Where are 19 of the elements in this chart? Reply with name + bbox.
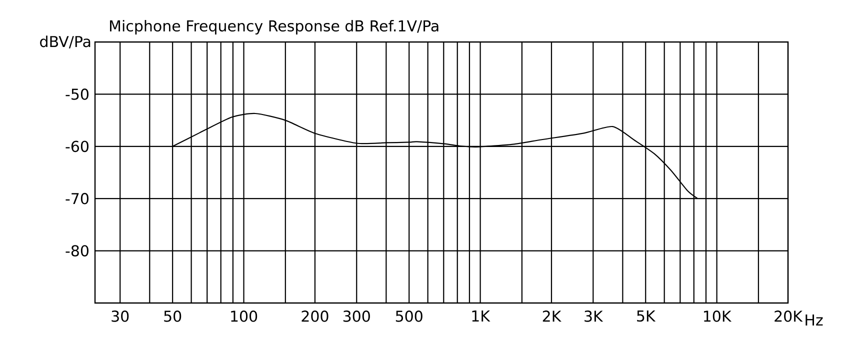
y-axis-title: dBV/Pa [40,36,90,48]
x-tick-label: 300 [343,310,370,322]
x-axis-title: Hz [806,314,823,326]
x-tick-label: 1K [472,310,490,322]
x-tick-label: 200 [302,310,328,322]
x-tick-label: 50 [164,310,182,322]
x-tick-label: 500 [396,310,422,322]
chart-title: Micphone Frequency Response dB Ref.1V/Pa [110,20,438,34]
x-tick-label: 10K [704,310,732,322]
y-tick-label: -50 [66,88,88,100]
x-tick-label: 2K [542,310,562,322]
x-tick-label: 20K [774,310,803,322]
y-tick-label: -60 [66,140,88,152]
x-tick-label: 100 [231,310,258,322]
x-tick-label: 3K [584,310,604,322]
y-tick-label: -70 [66,192,88,204]
x-tick-label: 30 [112,310,129,322]
y-tick-label: -80 [66,245,88,256]
x-tick-label: 5K [637,310,656,322]
